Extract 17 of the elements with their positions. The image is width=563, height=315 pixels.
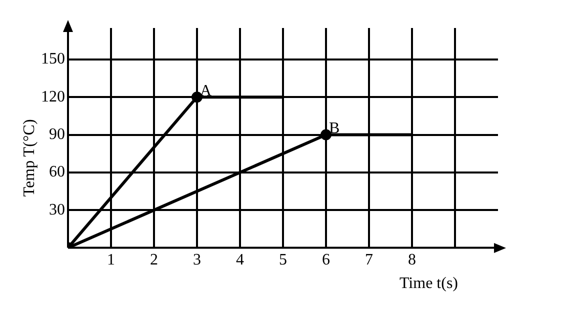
x-axis-title: Time t(s) xyxy=(399,275,458,292)
x-tick-label: 7 xyxy=(365,252,373,269)
annotation: B xyxy=(329,120,340,137)
x-tick-label: 1 xyxy=(107,252,115,269)
y-tick-label: 150 xyxy=(41,50,65,68)
x-tick-label: 4 xyxy=(236,252,244,269)
x-tick-label: 8 xyxy=(408,252,416,269)
y-tick-label: 90 xyxy=(49,126,65,143)
x-tick-label: 2 xyxy=(150,252,158,269)
x-tick-label: 6 xyxy=(322,252,330,269)
annotation: A xyxy=(200,82,212,100)
x-tick-label: 5 xyxy=(279,252,287,269)
y-tick-label: 60 xyxy=(49,164,65,181)
y-tick-label: 30 xyxy=(49,201,65,218)
y-tick-label: 120 xyxy=(41,88,65,106)
y-axis-title: Temp T(°C) xyxy=(21,119,38,197)
x-tick-label: 3 xyxy=(193,252,201,269)
